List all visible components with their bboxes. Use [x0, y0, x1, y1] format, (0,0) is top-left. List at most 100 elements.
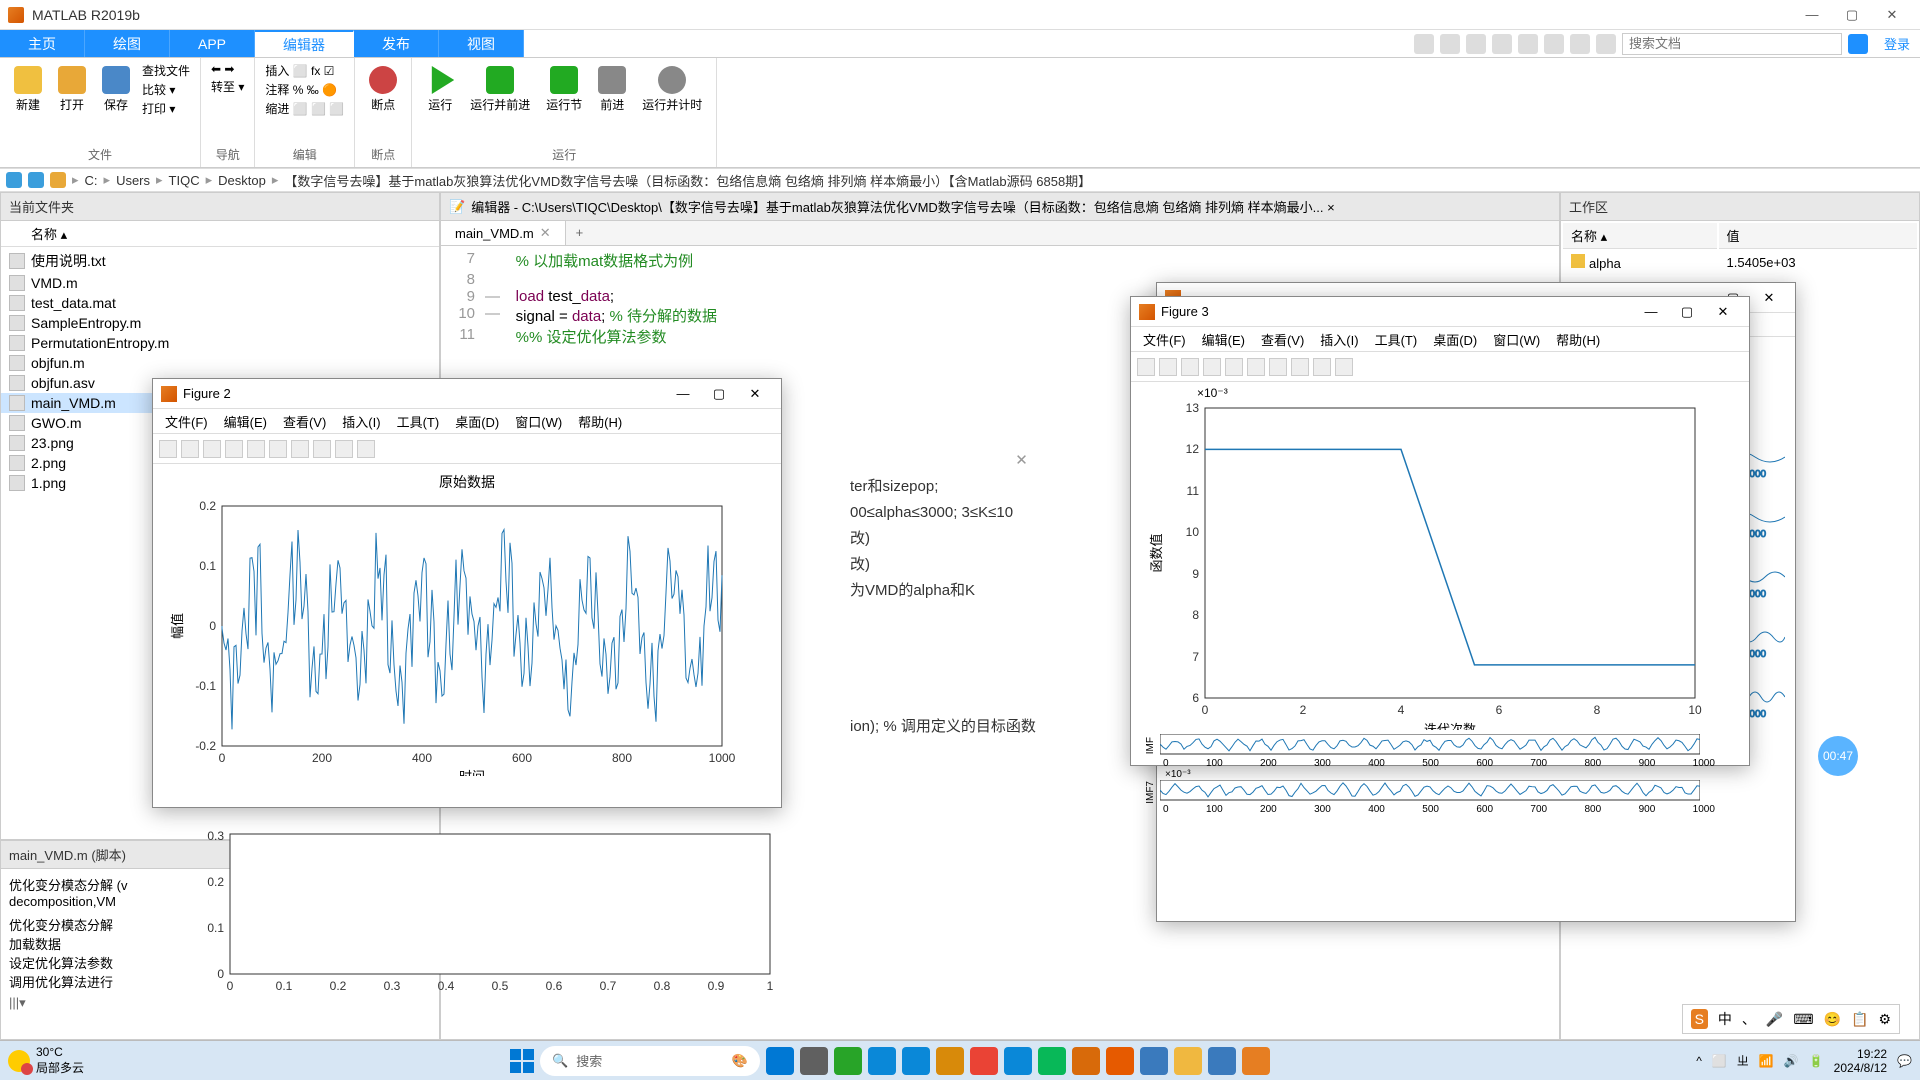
taskbar-app-icon[interactable] — [868, 1047, 896, 1075]
help-icon[interactable] — [1596, 34, 1616, 54]
print-button[interactable]: 打印 ▾ — [142, 100, 190, 117]
workspace-row[interactable]: alpha1.5405e+03 — [1563, 251, 1917, 274]
insert-button[interactable]: 插入 ⬜ fx ☑ — [265, 62, 344, 79]
tab-plots[interactable]: 绘图 — [85, 30, 170, 57]
ime-bar[interactable]: S 中、🎤⌨😊📋⚙ — [1682, 1004, 1900, 1034]
nav-back-fwd[interactable]: ⬅ ➡ — [211, 62, 244, 76]
close-button[interactable]: ✕ — [1872, 0, 1912, 30]
weather-widget[interactable]: 30°C局部多云 — [8, 1045, 84, 1076]
figure-menu-item[interactable]: 窗口(W) — [1487, 330, 1546, 349]
qa-icon-7[interactable] — [1570, 34, 1590, 54]
figure-tool-icon[interactable] — [1137, 358, 1155, 376]
tab-editor[interactable]: 编辑器 — [255, 30, 354, 57]
figure-tool-icon[interactable] — [1181, 358, 1199, 376]
taskbar-app-icon[interactable] — [936, 1047, 964, 1075]
taskbar-app-icon[interactable] — [1072, 1047, 1100, 1075]
qa-icon-1[interactable] — [1414, 34, 1434, 54]
breakpoints-button[interactable]: 断点 — [365, 62, 401, 117]
run-timer-button[interactable]: 运行并计时 — [638, 62, 706, 117]
figure-tool-icon[interactable] — [269, 440, 287, 458]
file-item[interactable]: objfun.m — [1, 353, 439, 373]
new-tab-button[interactable]: + — [566, 221, 594, 245]
doc-search-input[interactable] — [1622, 33, 1842, 55]
tab-apps[interactable]: APP — [170, 30, 255, 57]
tab-publish[interactable]: 发布 — [354, 30, 439, 57]
run-section-button[interactable]: 运行节 — [542, 62, 586, 117]
figure-tool-icon[interactable] — [313, 440, 331, 458]
find-files-button[interactable]: 查找文件 — [142, 62, 190, 79]
qa-icon-6[interactable] — [1544, 34, 1564, 54]
clock[interactable]: 19:222024/8/12 — [1834, 1047, 1887, 1075]
taskbar-app-icon[interactable] — [1174, 1047, 1202, 1075]
address-bar[interactable]: ▸C: ▸Users ▸TIQC ▸Desktop ▸【数字信号去噪】基于mat… — [0, 168, 1920, 192]
folder-icon[interactable] — [50, 172, 66, 188]
fig2-minimize[interactable]: — — [665, 380, 701, 408]
figure-menu-item[interactable]: 插入(I) — [1314, 330, 1364, 349]
figure-tool-icon[interactable] — [1247, 358, 1265, 376]
taskbar-app-icon[interactable] — [800, 1047, 828, 1075]
taskbar-app-icon[interactable] — [766, 1047, 794, 1075]
qa-icon-3[interactable] — [1466, 34, 1486, 54]
new-button[interactable]: 新建 — [10, 62, 46, 117]
advance-button[interactable]: 前进 — [594, 62, 630, 117]
figure-tool-icon[interactable] — [1313, 358, 1331, 376]
tab-home[interactable]: 主页 — [0, 30, 85, 57]
figure-menu-item[interactable]: 插入(I) — [336, 412, 386, 431]
fig3-maximize[interactable]: ▢ — [1669, 298, 1705, 326]
maximize-button[interactable]: ▢ — [1832, 0, 1872, 30]
back-icon[interactable] — [6, 172, 22, 188]
file-item[interactable]: test_data.mat — [1, 293, 439, 313]
taskbar-app-icon[interactable] — [902, 1047, 930, 1075]
open-button[interactable]: 打开 — [54, 62, 90, 117]
run-advance-button[interactable]: 运行并前进 — [466, 62, 534, 117]
save-button[interactable]: 保存 — [98, 62, 134, 117]
taskbar-app-icon[interactable] — [1106, 1047, 1134, 1075]
taskbar-app-icon[interactable] — [834, 1047, 862, 1075]
taskbar-app-icon[interactable] — [1004, 1047, 1032, 1075]
figure-tool-icon[interactable] — [357, 440, 375, 458]
figure-menu-item[interactable]: 查看(V) — [1255, 330, 1310, 349]
goto-button[interactable]: 转至 ▾ — [211, 78, 244, 95]
editor-tab[interactable]: main_VMD.m✕ — [441, 221, 566, 245]
figure-menu-item[interactable]: 编辑(E) — [218, 412, 273, 431]
qa-icon-5[interactable] — [1518, 34, 1538, 54]
fig3-close[interactable]: ✕ — [1705, 298, 1741, 326]
figure-tool-icon[interactable] — [1269, 358, 1287, 376]
figure-tool-icon[interactable] — [1291, 358, 1309, 376]
login-link[interactable]: 登录 — [1874, 30, 1920, 57]
taskbar-app-icon[interactable] — [1038, 1047, 1066, 1075]
name-column-header[interactable]: 名称 ▴ — [1, 221, 439, 247]
figure-tool-icon[interactable] — [291, 440, 309, 458]
figure-tool-icon[interactable] — [159, 440, 177, 458]
figure-menu-item[interactable]: 编辑(E) — [1196, 330, 1251, 349]
indent-button[interactable]: 缩进 ⬜ ⬜ ⬜ — [265, 100, 344, 117]
figure-menu-item[interactable]: 查看(V) — [277, 412, 332, 431]
taskbar-app-icon[interactable] — [1208, 1047, 1236, 1075]
figure-tool-icon[interactable] — [1335, 358, 1353, 376]
system-tray[interactable]: ^⬜ㄓ📶🔊🔋 19:222024/8/12 💬 — [1696, 1047, 1912, 1075]
figure-menu-item[interactable]: 桌面(D) — [1427, 330, 1483, 349]
fig2-close[interactable]: ✕ — [737, 380, 773, 408]
notification-icon[interactable] — [1848, 34, 1868, 54]
fig3-minimize[interactable]: — — [1633, 298, 1669, 326]
fwd-icon[interactable] — [28, 172, 44, 188]
compare-button[interactable]: 比较 ▾ — [142, 81, 190, 98]
figure-menu-item[interactable]: 文件(F) — [1137, 330, 1192, 349]
taskbar-app-icon[interactable] — [1242, 1047, 1270, 1075]
figure-menu-item[interactable]: 工具(T) — [1369, 330, 1424, 349]
file-item[interactable]: SampleEntropy.m — [1, 313, 439, 333]
file-item[interactable]: PermutationEntropy.m — [1, 333, 439, 353]
taskbar-app-icon[interactable] — [1140, 1047, 1168, 1075]
figure-menu-item[interactable]: 帮助(H) — [572, 412, 628, 431]
figure2-window[interactable]: Figure 2 — ▢ ✕ 文件(F)编辑(E)查看(V)插入(I)工具(T)… — [152, 378, 782, 808]
figure-menu-item[interactable]: 文件(F) — [159, 412, 214, 431]
file-item[interactable]: VMD.m — [1, 273, 439, 293]
figure-menu-item[interactable]: 窗口(W) — [509, 412, 568, 431]
qa-icon-2[interactable] — [1440, 34, 1460, 54]
comment-button[interactable]: 注释 % ‰ 🟠 — [265, 81, 344, 98]
fig2-maximize[interactable]: ▢ — [701, 380, 737, 408]
figure-tool-icon[interactable] — [1203, 358, 1221, 376]
figure-tool-icon[interactable] — [203, 440, 221, 458]
run-button[interactable]: 运行 — [422, 62, 458, 117]
file-item[interactable]: 使用说明.txt — [1, 249, 439, 273]
